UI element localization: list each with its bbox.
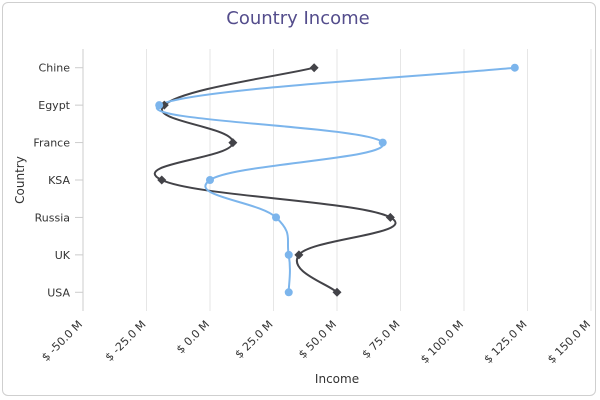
x-tick-label: $ 25.0 M [232,318,275,361]
y-tick-label: France [33,137,70,150]
series-line [155,66,515,293]
data-point-circle[interactable] [155,101,164,110]
x-axis-ticks: $ -50.0 M $ -25.0 M $ 0.0 M $ 25.0 M $ 50.0 … [39,318,593,366]
data-point-diamond[interactable] [309,63,319,73]
x-tick-label: $ 0.0 M [174,318,212,356]
y-tick-label: KSA [48,174,70,187]
data-point-diamond[interactable] [332,287,342,297]
y-tick-label: Russia [35,211,70,224]
data-point-circle[interactable] [284,250,293,259]
data-point-circle[interactable] [206,176,214,184]
x-tick-label: $ 50.0 M [296,318,339,361]
x-tick-label: $ -50.0 M [39,318,85,364]
data-point-circle[interactable] [272,213,281,222]
series-line [153,66,397,294]
chart-title: Country Income [226,8,369,29]
y-tick-label: Chine [39,62,71,75]
x-axis-title: Income [315,372,359,386]
chart-frame [2,2,596,396]
x-tick-label: $ 100.0 M [418,318,466,366]
data-point-circle[interactable] [378,138,387,147]
data-point-diamond[interactable] [385,212,395,222]
series-layer [153,63,519,297]
x-tick-label: $ 75.0 M [359,318,402,361]
data-point-circle[interactable] [284,288,293,297]
data-point-diamond[interactable] [228,138,238,148]
x-tick-label: $ 150.0 M [545,318,593,366]
data-point-diamond[interactable] [157,175,167,185]
y-tick-label: Egypt [38,99,70,112]
x-tick-label: $ 125.0 M [482,318,530,366]
y-tick-label: UK [55,249,71,262]
y-axis-ticks: Chine Egypt France KSA Russia UK USA [33,62,83,299]
y-tick-label: USA [47,286,70,299]
data-point-diamond[interactable] [294,250,304,260]
data-point-circle[interactable] [510,63,519,72]
x-tick-label: $ -25.0 M [103,318,149,364]
y-axis-title: Country [13,156,27,204]
